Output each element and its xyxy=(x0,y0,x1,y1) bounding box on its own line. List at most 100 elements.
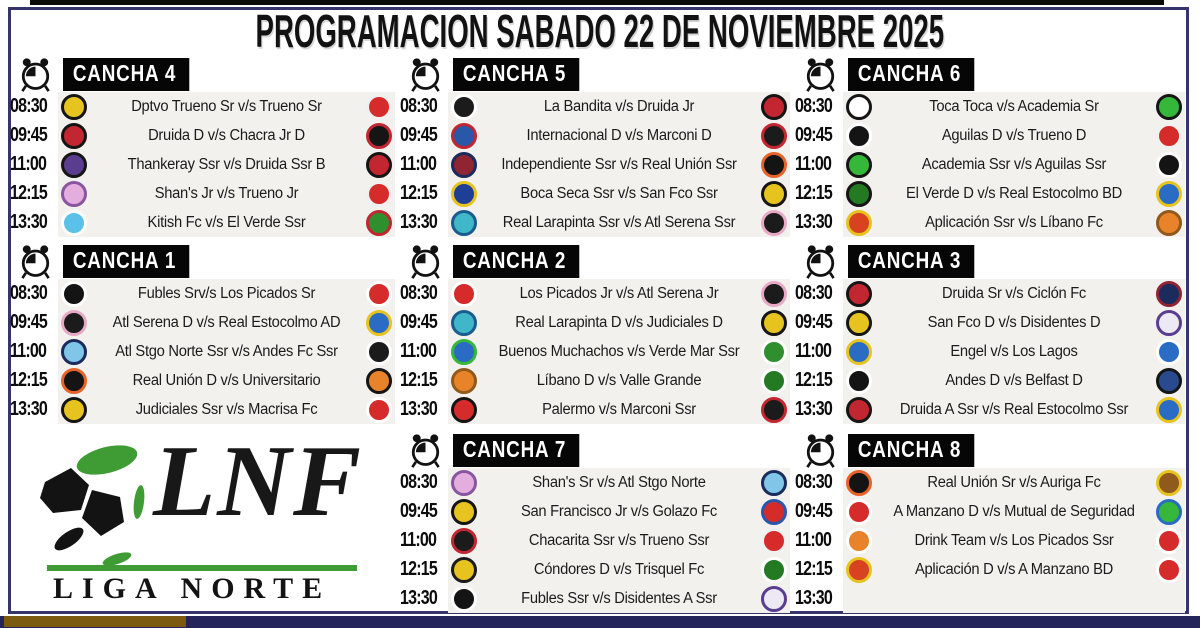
match-time: 12:15 xyxy=(400,558,438,580)
match-row: 09:45 A Manzano D v/s Mutual de Seguridad xyxy=(795,497,1185,526)
match-panel: San Fco D v/s Disidentes D xyxy=(843,308,1185,337)
cancha-header: CANCHA 8 xyxy=(795,432,1185,468)
match-row: 12:15 Aplicación D v/s A Manzano BD xyxy=(795,555,1185,584)
home-team-badge xyxy=(846,280,872,307)
match-text: Fubles Ssr v/s Disidentes A Ssr xyxy=(521,589,717,607)
away-team-badge xyxy=(761,585,787,612)
match-panel: Academia Ssr v/s Aguilas Ssr xyxy=(843,150,1185,179)
cancha-section: CANCHA 6 08:30 Toca Toca v/s Academia Sr 09… xyxy=(795,56,1185,237)
away-team-badge xyxy=(761,93,787,120)
match-panel: Atl Serena D v/s Real Estocolmo AD xyxy=(58,308,395,337)
match-text: Líbano D v/s Valle Grande xyxy=(536,371,702,389)
match-row: 13:30 xyxy=(795,584,1185,613)
match-panel: El Verde D v/s Real Estocolmo BD xyxy=(843,179,1185,208)
cancha-header: CANCHA 7 xyxy=(400,432,790,468)
match-row: 12:15 Real Unión D v/s Universitario xyxy=(10,366,395,395)
match-row: 13:30 Aplicación Ssr v/s Líbano Fc xyxy=(795,208,1185,237)
match-time: 09:45 xyxy=(795,311,833,333)
league-logo: LNF LIGA NORTE xyxy=(25,431,385,610)
match-text: Dptvo Trueno Sr v/s Trueno Sr xyxy=(131,97,322,115)
match-time: 11:00 xyxy=(795,340,832,362)
home-team-badge xyxy=(846,309,872,336)
match-panel xyxy=(843,584,1185,613)
match-row: 11:00 Thankeray Ssr v/s Druida Ssr B xyxy=(10,150,395,179)
away-team-badge xyxy=(1156,556,1182,583)
away-team-badge xyxy=(366,180,392,207)
home-team-badge xyxy=(451,180,477,207)
home-team-badge xyxy=(451,93,477,120)
match-time: 09:45 xyxy=(10,124,48,146)
away-team-badge xyxy=(1156,122,1182,149)
match-text: Toca Toca v/s Academia Sr xyxy=(929,97,1099,115)
match-text: Independiente Ssr v/s Real Unión Ssr xyxy=(501,155,737,173)
match-row: 08:30 Toca Toca v/s Academia Sr xyxy=(795,92,1185,121)
home-team-badge xyxy=(451,556,477,583)
match-panel: Judiciales Ssr v/s Macrisa Fc xyxy=(58,395,395,424)
home-team-badge xyxy=(451,309,477,336)
alarm-clock-icon xyxy=(411,433,440,468)
match-row: 13:30 Kitish Fc v/s El Verde Ssr xyxy=(10,208,395,237)
match-text: Palermo v/s Marconi Ssr xyxy=(542,400,696,418)
away-team-badge xyxy=(1156,180,1182,207)
match-time: 11:00 xyxy=(400,529,437,551)
match-time: 13:30 xyxy=(795,587,833,609)
match-row: 11:00 Academia Ssr v/s Aguilas Ssr xyxy=(795,150,1185,179)
away-team-badge xyxy=(761,527,787,554)
match-time: 08:30 xyxy=(795,471,833,493)
alarm-clock-icon xyxy=(806,433,835,468)
match-time: 09:45 xyxy=(400,311,438,333)
home-team-badge xyxy=(451,498,477,525)
away-team-badge xyxy=(366,367,392,394)
match-row: 11:00 Buenos Muchachos v/s Verde Mar Ssr xyxy=(400,337,790,366)
footer-bar xyxy=(0,616,1200,628)
match-row: 09:45 Druida D v/s Chacra Jr D xyxy=(10,121,395,150)
match-panel: Dptvo Trueno Sr v/s Trueno Sr xyxy=(58,92,395,121)
cancha-header-label: CANCHA 5 xyxy=(453,57,580,91)
home-team-badge xyxy=(61,180,87,207)
match-time: 13:30 xyxy=(10,211,48,233)
match-time: 08:30 xyxy=(400,282,438,304)
away-team-badge xyxy=(1156,280,1182,307)
match-row: 09:45 Internacional D v/s Marconi D xyxy=(400,121,790,150)
match-time: 12:15 xyxy=(400,182,438,204)
match-row: 08:30 Fubles Srv/s Los Picados Sr xyxy=(10,279,395,308)
match-panel: Shan's Sr v/s Atl Stgo Norte xyxy=(448,468,790,497)
match-text: Aplicación Ssr v/s Líbano Fc xyxy=(925,213,1103,231)
home-team-badge xyxy=(846,367,872,394)
match-text: Aguilas D v/s Trueno D xyxy=(941,126,1087,144)
match-text: Real Larapinta Ssr v/s Atl Serena Ssr xyxy=(502,213,736,231)
match-row: 13:30 Druida A Ssr v/s Real Estocolmo Ssr xyxy=(795,395,1185,424)
match-panel: Real Larapinta D v/s Judiciales D xyxy=(448,308,790,337)
home-team-badge xyxy=(451,585,477,612)
home-team-badge xyxy=(61,93,87,120)
match-row: 11:00 Independiente Ssr v/s Real Unión Ss… xyxy=(400,150,790,179)
match-time: 13:30 xyxy=(400,398,438,420)
home-team-badge xyxy=(61,122,87,149)
match-panel: Kitish Fc v/s El Verde Ssr xyxy=(58,208,395,237)
home-team-badge xyxy=(451,527,477,554)
match-row: 08:30 Dptvo Trueno Sr v/s Trueno Sr xyxy=(10,92,395,121)
match-text: Druida A Ssr v/s Real Estocolmo Ssr xyxy=(899,400,1129,418)
match-panel: Aplicación Ssr v/s Líbano Fc xyxy=(843,208,1185,237)
match-time: 08:30 xyxy=(795,95,833,117)
match-panel: Drink Team v/s Los Picados Ssr xyxy=(843,526,1185,555)
home-team-badge xyxy=(846,209,872,236)
match-text: La Bandita v/s Druida Jr xyxy=(543,97,695,115)
match-row: 09:45 San Fco D v/s Disidentes D xyxy=(795,308,1185,337)
match-text: Engel v/s Los Lagos xyxy=(950,342,1078,360)
match-text: Internacional D v/s Marconi D xyxy=(526,126,712,144)
alarm-clock-icon xyxy=(806,57,835,92)
match-text: Buenos Muchachos v/s Verde Mar Ssr xyxy=(498,342,740,360)
match-time: 11:00 xyxy=(795,153,832,175)
match-time: 09:45 xyxy=(400,124,438,146)
away-team-badge xyxy=(366,151,392,178)
match-panel: Los Picados Jr v/s Atl Serena Jr xyxy=(448,279,790,308)
match-time: 11:00 xyxy=(795,529,832,551)
match-row: 11:00 Chacarita Ssr v/s Trueno Ssr xyxy=(400,526,790,555)
match-text: Fubles Srv/s Los Picados Sr xyxy=(137,284,316,302)
match-time: 13:30 xyxy=(400,587,438,609)
cancha-section: CANCHA 4 08:30 Dptvo Trueno Sr v/s Trueno … xyxy=(10,56,395,237)
away-team-badge xyxy=(761,498,787,525)
home-team-badge xyxy=(451,280,477,307)
away-team-badge xyxy=(1156,498,1182,525)
